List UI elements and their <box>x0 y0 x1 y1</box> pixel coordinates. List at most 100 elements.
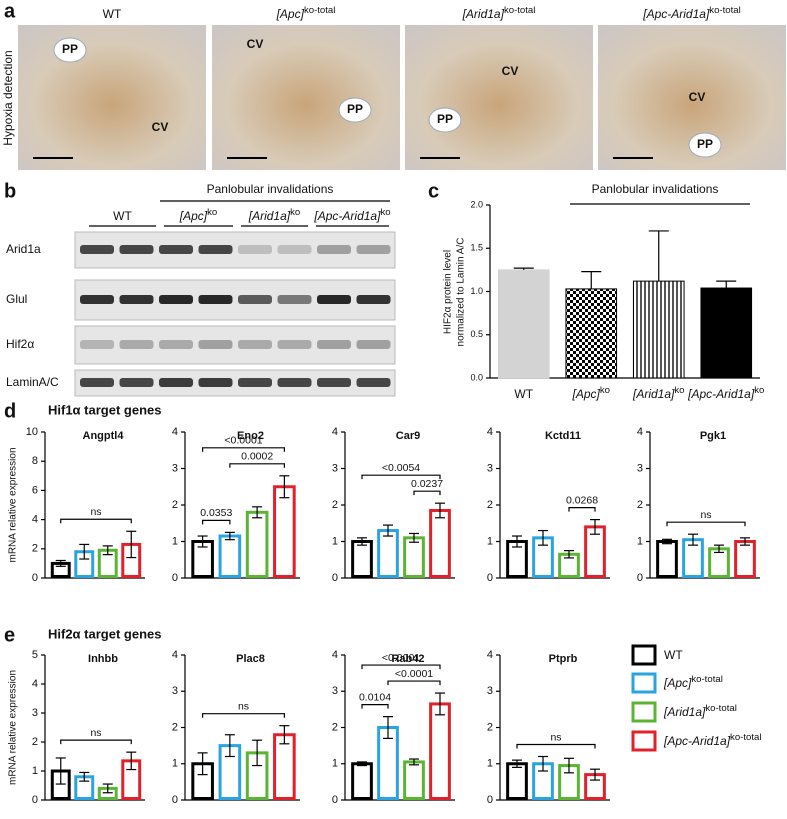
blot-band <box>317 245 351 254</box>
y-tick-label: 0 <box>172 572 178 584</box>
x-tick-label: WT <box>514 387 533 401</box>
bar <box>429 702 451 800</box>
comparison-label: <0.0001 <box>382 652 420 664</box>
y-tick-label: 2 <box>487 721 493 733</box>
image-label: CV <box>152 120 169 134</box>
comparison-label: 0.0002 <box>241 451 273 463</box>
y-tick-label: 3 <box>487 685 493 697</box>
y-tick-label: 1.0 <box>470 286 483 296</box>
y-tick-label: 3 <box>487 462 493 474</box>
comparison-label: 0.0104 <box>359 691 391 703</box>
x-tick-label: [Arid1a]ko <box>632 385 685 402</box>
comparison-label: 0.0237 <box>411 478 443 490</box>
y-tick-label: 0 <box>637 572 643 584</box>
legend-label: [Apc]ko-total <box>663 674 723 691</box>
y-tick-label: 0 <box>332 794 338 806</box>
bar <box>218 534 242 579</box>
image-label: PP <box>347 102 363 116</box>
blot-row-label: LaminA/C <box>6 375 59 389</box>
bar <box>403 536 425 578</box>
chart-title: Car9 <box>396 430 420 442</box>
y-tick-label: 4 <box>487 649 493 661</box>
comparison-bracket <box>202 713 285 718</box>
blot-band <box>80 295 114 304</box>
y-axis-label: HIF2α protein level <box>443 250 454 334</box>
y-tick-label: 0.5 <box>470 329 483 339</box>
bar <box>700 287 753 379</box>
blot-band <box>159 245 193 254</box>
portal-vein <box>428 107 462 133</box>
y-tick-label: 4 <box>172 426 178 438</box>
legend-label: [Arid1a]ko-total <box>663 703 737 720</box>
section-title: Hif2α target genes <box>48 626 161 641</box>
y-tick-label: 3 <box>172 462 178 474</box>
y-tick-label: 2 <box>332 721 338 733</box>
comparison-label: <0.0001 <box>395 668 433 680</box>
y-tick-label: 0.0 <box>470 372 483 382</box>
comparison-bracket <box>361 704 389 709</box>
blot-band <box>238 378 272 387</box>
y-tick-label: 4 <box>332 426 338 438</box>
y-axis-label: normalized to Lamin A/C <box>456 238 467 347</box>
comparison-bracket <box>568 507 596 512</box>
chart-title: Rab42 <box>391 653 424 665</box>
comparison-label: ns <box>550 731 561 743</box>
image-label: PP <box>437 112 453 126</box>
bar <box>565 288 618 379</box>
histology-image <box>212 25 400 170</box>
bar <box>351 540 373 578</box>
blot-band <box>119 340 154 349</box>
blot-band <box>198 245 233 254</box>
bar <box>497 269 550 379</box>
y-tick-label: 3 <box>332 685 338 697</box>
blot-band <box>119 245 154 254</box>
y-tick-label: 1 <box>487 758 493 770</box>
blot-band <box>317 295 351 304</box>
row-label: Hypoxia detection <box>1 50 15 145</box>
blot-band <box>159 295 193 304</box>
y-tick-label: 1 <box>172 535 178 547</box>
y-tick-label: 2 <box>487 499 493 511</box>
legend-swatch <box>631 730 657 752</box>
blot-band <box>198 378 233 387</box>
portal-vein <box>338 97 372 123</box>
blot-band <box>277 295 312 304</box>
blot-band <box>119 378 154 387</box>
chart-title: Eno2 <box>237 430 264 442</box>
blot-band <box>80 340 114 349</box>
y-tick-label: 1 <box>172 758 178 770</box>
comparison-label: 0.0353 <box>200 507 232 519</box>
y-tick-label: 2 <box>32 543 38 555</box>
y-tick-label: 1 <box>487 535 493 547</box>
y-tick-label: 0 <box>32 794 38 806</box>
y-tick-label: 3 <box>32 707 38 719</box>
bar <box>429 508 451 579</box>
y-tick-label: 0 <box>487 794 493 806</box>
legend-swatch <box>631 701 657 723</box>
legend-swatch <box>631 672 657 694</box>
y-tick-label: 3 <box>172 685 178 697</box>
blot-row-label: Hif2α <box>6 337 34 351</box>
comparison-bracket <box>387 680 441 686</box>
y-tick-label: 1.5 <box>470 243 483 253</box>
bar <box>245 510 269 578</box>
chart-title: Pgk1 <box>700 430 726 442</box>
bar <box>506 762 528 800</box>
blot-band <box>198 340 233 349</box>
blot-group: WT <box>113 209 132 223</box>
y-tick-label: 10 <box>26 426 38 438</box>
y-tick-label: 1 <box>332 758 338 770</box>
image-label: PP <box>62 42 78 56</box>
blot-band <box>159 340 193 349</box>
comparison-label: 0.0268 <box>566 494 598 506</box>
blot-group: [Apc-Arid1a]ko <box>313 207 390 224</box>
blot-row-label: Arid1a <box>6 242 41 256</box>
y-tick-label: 4 <box>32 678 38 690</box>
y-tick-label: 8 <box>32 455 38 467</box>
y-tick-label: 4 <box>172 649 178 661</box>
comparison-bracket <box>361 664 441 670</box>
image-label: CV <box>502 64 519 78</box>
blot-group: [Arid1a]ko <box>248 207 301 224</box>
bar <box>351 762 373 800</box>
panel-label: d <box>4 400 16 422</box>
